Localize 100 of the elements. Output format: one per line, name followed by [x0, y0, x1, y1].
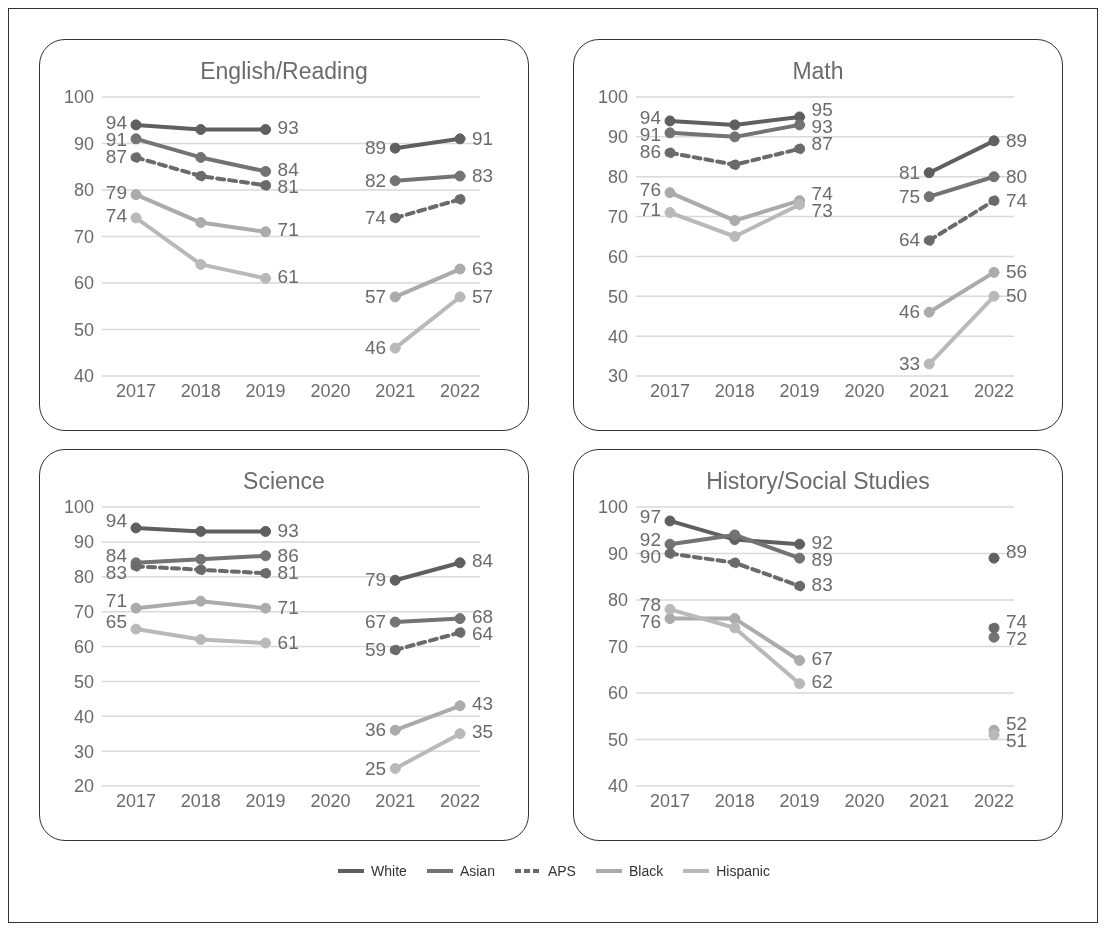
point — [923, 234, 935, 246]
data-label: 71 — [639, 199, 661, 221]
point — [454, 193, 466, 205]
x-tick-label: 2019 — [779, 380, 820, 401]
data-label: 74 — [365, 206, 387, 228]
y-tick-label: 80 — [73, 567, 94, 588]
point — [130, 119, 142, 131]
point — [988, 135, 1000, 147]
point — [454, 728, 466, 740]
point — [794, 580, 806, 592]
y-tick-label: 90 — [73, 133, 94, 154]
data-label: 35 — [472, 721, 494, 743]
x-tick-label: 2017 — [115, 790, 157, 811]
y-tick-label: 90 — [607, 127, 628, 148]
data-label: 43 — [472, 693, 494, 715]
data-label: 93 — [277, 117, 299, 139]
point — [130, 212, 142, 224]
point — [729, 231, 741, 242]
point — [988, 266, 1000, 278]
point — [389, 142, 401, 154]
x-tick-label: 2017 — [649, 380, 691, 401]
point — [130, 602, 142, 614]
point — [729, 159, 741, 171]
point — [454, 557, 466, 569]
point — [130, 623, 142, 635]
legend-label: APS — [546, 863, 576, 879]
point — [260, 602, 272, 614]
x-tick-label: 2018 — [180, 380, 221, 401]
x-tick-label: 2021 — [375, 380, 416, 401]
legend-label: Hispanic — [715, 863, 770, 879]
data-label: 81 — [899, 161, 921, 183]
data-label: 82 — [365, 169, 387, 191]
data-label: 50 — [1006, 285, 1028, 307]
x-tick-label: 2021 — [909, 380, 950, 401]
data-label: 71 — [277, 219, 299, 241]
point — [923, 306, 935, 318]
x-tick-label: 2019 — [779, 790, 820, 811]
point — [794, 552, 806, 564]
data-label: 80 — [1006, 165, 1028, 187]
legend-label: White — [370, 863, 407, 879]
y-tick-label: 90 — [607, 543, 628, 564]
x-tick-label: 2020 — [310, 380, 351, 401]
point — [389, 212, 401, 224]
x-tick-label: 2017 — [649, 790, 691, 811]
point — [729, 131, 741, 143]
point — [454, 627, 466, 639]
chart-title: History/Social Studies — [705, 468, 931, 495]
data-label: 65 — [105, 611, 127, 633]
y-tick-label: 80 — [607, 590, 628, 611]
point — [664, 115, 676, 127]
point — [923, 167, 935, 179]
point — [988, 290, 1000, 302]
data-label: 74 — [105, 205, 128, 227]
data-label: 71 — [105, 590, 127, 612]
point — [454, 613, 466, 625]
x-tick-label: 2017 — [115, 380, 157, 401]
data-label: 71 — [277, 597, 299, 619]
point — [195, 217, 207, 229]
data-label: 59 — [365, 638, 387, 660]
point — [454, 291, 466, 303]
point — [988, 631, 1000, 643]
data-label: 94 — [105, 510, 128, 532]
x-tick-label: 2020 — [844, 380, 885, 401]
data-label: 46 — [365, 337, 387, 359]
data-label: 97 — [639, 506, 661, 528]
data-label: 76 — [639, 179, 661, 201]
point — [794, 119, 806, 131]
point — [260, 272, 272, 284]
point — [729, 119, 741, 131]
legend-label: Black — [627, 863, 664, 879]
point — [794, 678, 806, 690]
data-label: 56 — [1006, 261, 1028, 283]
data-label: 67 — [811, 647, 833, 669]
point — [664, 613, 676, 625]
data-label: 33 — [899, 353, 921, 375]
x-tick-label: 2020 — [844, 790, 885, 811]
point — [664, 187, 676, 199]
point — [988, 171, 1000, 183]
y-tick-label: 70 — [607, 206, 628, 227]
point — [794, 654, 806, 666]
point — [195, 170, 207, 182]
y-tick-label: 40 — [73, 706, 94, 727]
point — [130, 133, 142, 145]
data-label: 46 — [899, 301, 921, 323]
x-tick-label: 2018 — [180, 790, 221, 811]
point — [195, 634, 207, 646]
data-label: 75 — [899, 185, 921, 207]
point — [664, 603, 676, 615]
y-tick-label: 50 — [73, 671, 94, 692]
y-tick-label: 50 — [607, 729, 628, 750]
point — [130, 189, 142, 201]
point — [195, 564, 207, 576]
point — [454, 700, 466, 712]
legend-label: Asian — [458, 863, 495, 879]
y-tick-label: 40 — [607, 776, 628, 797]
point — [664, 127, 676, 139]
point — [664, 538, 676, 550]
point — [389, 574, 401, 586]
point — [389, 644, 401, 656]
point — [729, 529, 741, 541]
